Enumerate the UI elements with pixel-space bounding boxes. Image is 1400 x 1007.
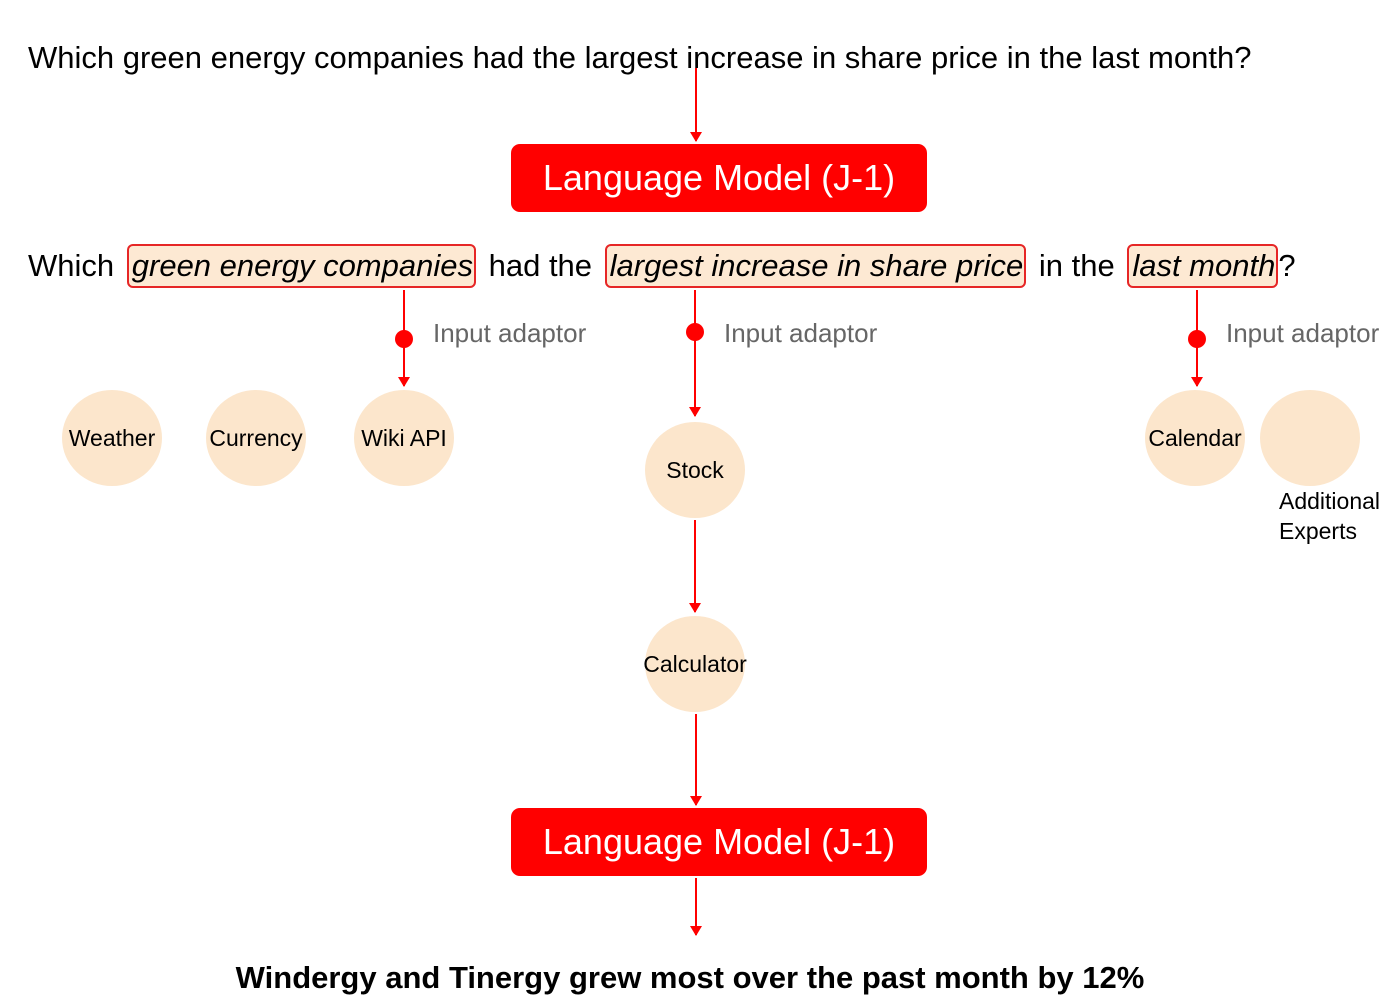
additional-experts-line-2: Experts [1279, 518, 1357, 544]
adaptor-dot-2 [686, 323, 704, 341]
additional-experts-line-1: Additional [1279, 488, 1381, 514]
query-middle-1: had the [488, 248, 593, 283]
expert-calendar: Calendar [1145, 390, 1245, 486]
input-adaptor-label-3: Input adaptor [1226, 318, 1380, 348]
language-model-bottom: Language Model (J-1) [511, 808, 927, 876]
annotated-query: Which green energy companies had the lar… [28, 244, 1296, 288]
answer-text: Windergy and Tinergy grew most over the … [235, 960, 1145, 995]
input-query: Which green energy companies had the lar… [28, 40, 1252, 75]
entity-last-month: last month [1127, 244, 1279, 288]
expert-calculator: Calculator [643, 616, 747, 712]
input-adaptor-label-1: Input adaptor [433, 318, 587, 348]
language-model-top: Language Model (J-1) [511, 144, 927, 212]
entity-green-energy-companies: green energy companies [126, 244, 476, 288]
adaptor-dot-1 [395, 330, 413, 348]
expert-stock: Stock [645, 422, 745, 518]
input-adaptor-label-2: Input adaptor [724, 318, 878, 348]
expert-weather: Weather [62, 390, 162, 486]
additional-experts-label: Additional Experts [1279, 486, 1380, 546]
query-prefix: Which [28, 248, 115, 283]
entity-largest-increase: largest increase in share price [604, 244, 1027, 288]
query-suffix: ? [1278, 248, 1296, 283]
query-middle-2: in the [1038, 248, 1115, 283]
adaptor-dot-3 [1188, 330, 1206, 348]
expert-wiki-api: Wiki API [354, 390, 454, 486]
expert-currency: Currency [206, 390, 306, 486]
expert-additional [1260, 390, 1360, 486]
